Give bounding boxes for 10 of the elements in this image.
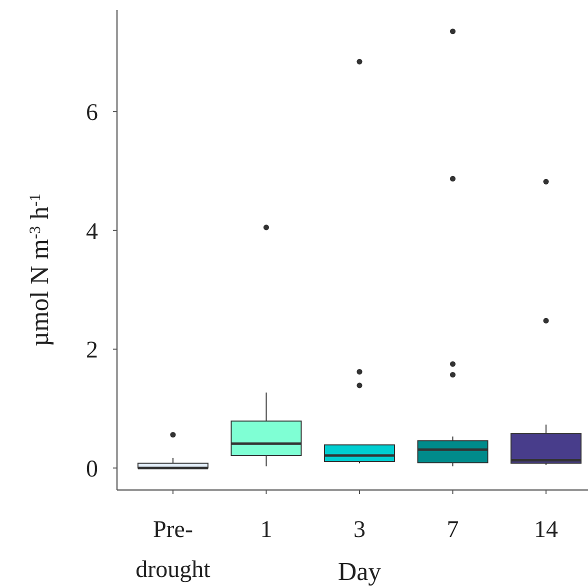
y-tick-label: 4 [86, 218, 98, 245]
x-tick-label: 1 [260, 517, 272, 543]
x-tick-label: 3 [353, 517, 366, 543]
x-tick-label: 7 [446, 517, 459, 543]
y-tick-label: 2 [86, 338, 98, 364]
y-tick-label: 6 [86, 100, 98, 126]
y-tick-label: 0 [86, 456, 98, 482]
x-tick-label: 14 [534, 517, 558, 543]
x-tick-label: Pre-drought [136, 517, 211, 583]
x-axis-title: Day [338, 557, 382, 586]
